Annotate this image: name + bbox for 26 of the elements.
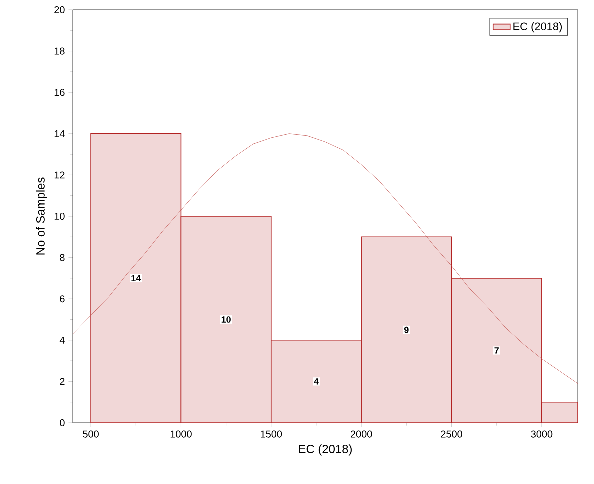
y-tick-label: 6	[60, 296, 65, 303]
y-tick-label: 18	[54, 48, 65, 55]
y-tick-label: 20	[54, 6, 65, 14]
data-label: 9	[404, 326, 409, 334]
y-tick-label: 16	[54, 89, 65, 96]
x-tick-label: 2000	[350, 430, 372, 438]
data-label: 4	[314, 378, 319, 385]
legend-label: EC (2018)	[514, 22, 562, 33]
x-tick-label: 500	[83, 430, 99, 438]
x-tick-label: 2500	[441, 430, 462, 438]
y-tick-label: 2	[60, 378, 65, 386]
x-tick-label: 1500	[261, 430, 282, 438]
y-tick-label: 14	[54, 130, 65, 138]
x-axis-title: EC (2018)	[299, 444, 352, 456]
y-tick-label: 8	[60, 254, 65, 262]
y-tick-label: 4	[60, 336, 65, 344]
y-tick-label: 12	[54, 172, 65, 179]
data-label: 7	[494, 348, 499, 354]
x-tick-label: 3000	[531, 430, 553, 438]
line-series	[73, 134, 578, 384]
x-tick-label: 1000	[170, 430, 192, 438]
data-label: 10	[222, 316, 231, 323]
y-tick-label: 0	[60, 419, 65, 427]
y-tick-label: 10	[54, 212, 65, 220]
y-axis-title: No of Samples	[36, 178, 48, 255]
data-label: 14	[132, 275, 142, 282]
